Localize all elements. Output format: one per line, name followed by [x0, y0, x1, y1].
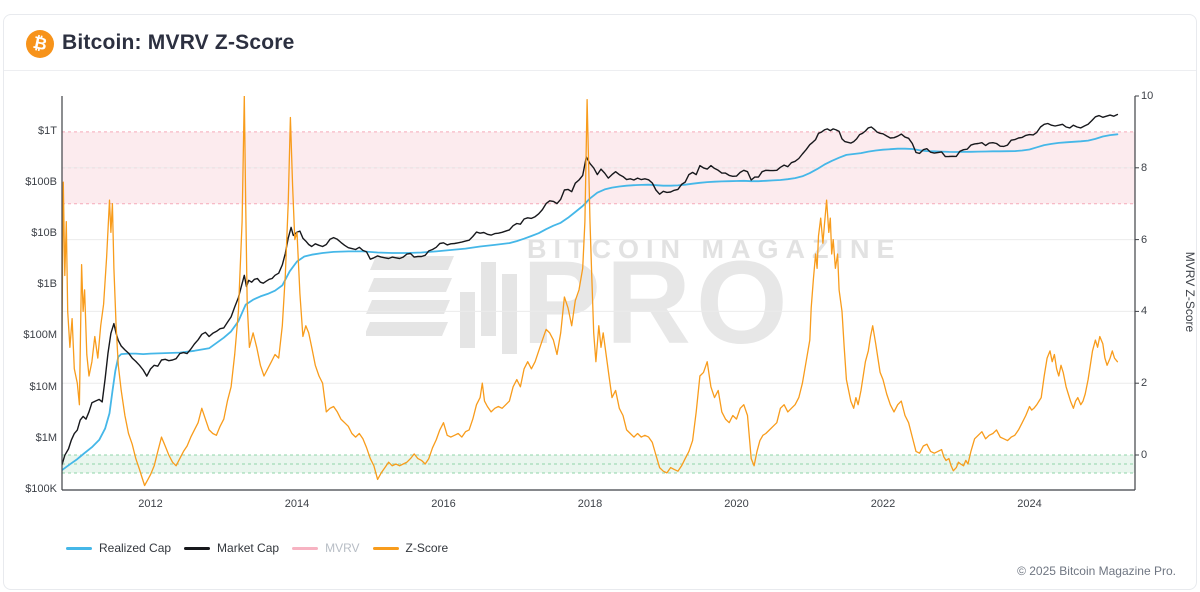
axis-tick-label: 2024 — [1017, 498, 1042, 510]
bitcoin-magazine-logo-icon — [366, 256, 517, 354]
axis-tick-label: $10B — [31, 227, 57, 240]
axis-tick-label: $1T — [38, 125, 57, 137]
axis-tick-label: 4 — [1141, 305, 1148, 318]
realized-cap-swatch-icon — [66, 546, 92, 550]
header-divider — [4, 70, 1196, 71]
axis-tick-label: $100K — [25, 482, 57, 495]
axis-tick-label: 2016 — [431, 498, 456, 510]
axis-tick-label: 2012 — [138, 498, 163, 510]
page-title: Bitcoin: MVRV Z-Score — [62, 31, 295, 54]
legend-item-realized-cap[interactable]: Realized Cap — [66, 541, 171, 555]
right-axis-title: MVRV Z-Score — [1183, 251, 1198, 333]
legend-item-z-score[interactable]: Z-Score — [372, 541, 449, 555]
legend-item-mvrv[interactable]: MVRV — [292, 541, 360, 555]
legend-label: MVRV — [325, 541, 360, 555]
legend-label: Realized Cap — [99, 541, 172, 555]
axis-tick-label: 10 — [1141, 90, 1154, 102]
axis-tick-label: 2 — [1141, 377, 1148, 390]
axis-tick-label: 8 — [1141, 161, 1148, 174]
z-score-swatch-icon — [372, 546, 399, 550]
axis-tick-label: 2014 — [284, 498, 310, 510]
legend-label: Market Cap — [217, 541, 280, 555]
axis-tick-label: 2018 — [577, 498, 603, 510]
axis-tick-label: 6 — [1141, 233, 1148, 246]
legend-label: Z-Score — [405, 541, 449, 555]
mvrv-swatch-icon — [292, 546, 319, 550]
axis-tick-label: 0 — [1141, 449, 1148, 461]
axis-tick-label: $10M — [29, 380, 57, 393]
axis-tick-label: 2022 — [870, 498, 896, 510]
series-z-score — [62, 96, 1119, 487]
bitcoin-icon: ₿ — [26, 30, 54, 58]
series-market-cap — [62, 113, 1119, 466]
axis-tick-label: $100B — [25, 176, 57, 189]
axis-tick-label: $1B — [37, 278, 57, 291]
axis-tick-label: $1M — [35, 431, 57, 444]
market-cap-swatch-icon — [184, 546, 211, 550]
legend: Realized Cap Market Cap MVRV Z-Score — [66, 541, 448, 555]
axis-tick-label: $100M — [23, 329, 57, 342]
legend-item-market-cap[interactable]: Market Cap — [184, 541, 279, 555]
copyright-text: © 2025 Bitcoin Magazine Pro. — [1017, 564, 1176, 578]
axis-tick-label: 2020 — [724, 498, 749, 510]
